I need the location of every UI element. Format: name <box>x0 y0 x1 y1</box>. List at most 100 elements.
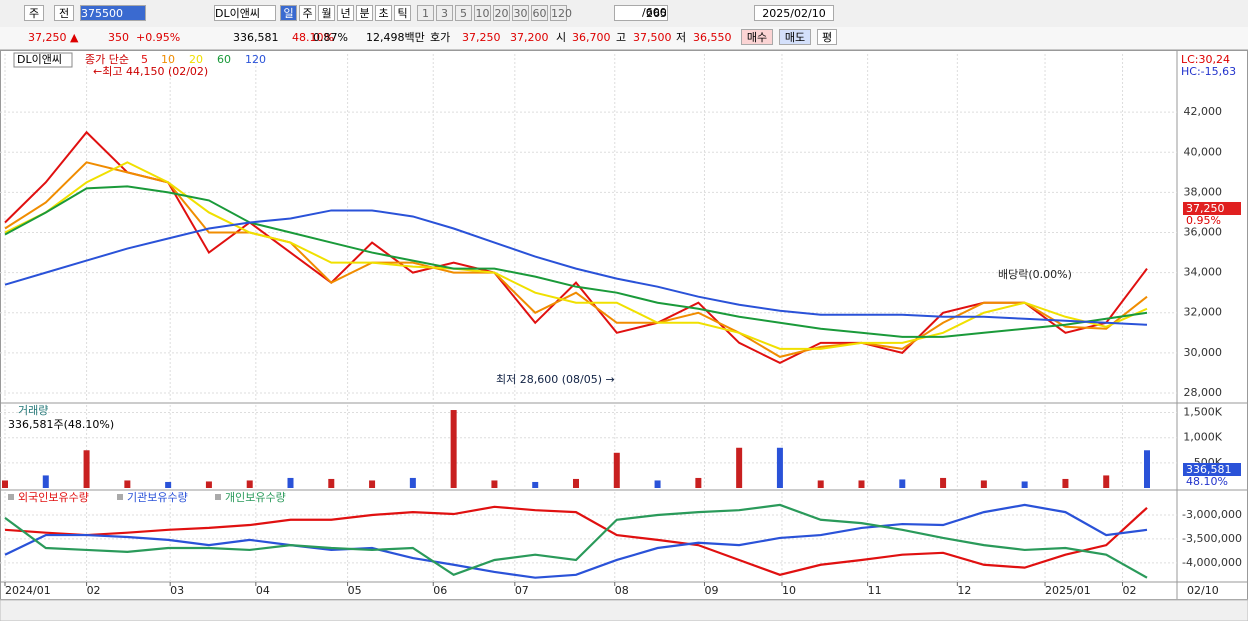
toolbar-button[interactable]: 1 <box>417 5 434 21</box>
info-bar: 37,250 ▲ 350 +0.95% 336,581 48.10% 0.87%… <box>0 27 1248 50</box>
y-tick-label: 38,000 <box>1184 185 1223 198</box>
panel-title: 거래량 <box>18 404 48 417</box>
toolbar-button[interactable]: 분 <box>356 5 373 21</box>
change-pct: +0.95% <box>136 31 181 44</box>
y-tick-label: 32,000 <box>1184 306 1223 319</box>
volume-bar <box>246 480 253 488</box>
ask: 37,250 <box>462 31 501 44</box>
last-date: 02/10 <box>1187 584 1219 597</box>
volume-bar <box>1062 478 1069 488</box>
date-input[interactable]: 2025/02/10 <box>754 5 834 21</box>
volume-last: 336,581 <box>1186 463 1232 476</box>
volume-bar <box>736 447 743 488</box>
y-tick-label: 28,000 <box>1184 386 1223 399</box>
quote-label: 호가 <box>430 31 451 44</box>
volume-bar <box>2 480 8 488</box>
series-line <box>4 503 1148 579</box>
toolbar-button[interactable]: 일 <box>280 5 297 21</box>
price-badge <box>1183 202 1241 215</box>
y-tick-label: 42,000 <box>1184 105 1223 118</box>
legend-title: 종가 단순 <box>85 53 129 66</box>
volume-bar <box>83 450 90 488</box>
volume-bar <box>654 480 661 488</box>
x-tick-label: 2024/01 <box>5 584 51 597</box>
x-tick-label: 02 <box>87 584 101 597</box>
legend-swatch <box>117 494 123 500</box>
toolbar-button[interactable]: 5 <box>455 5 472 21</box>
annotation: ←최고 44,150 (02/02) <box>93 65 208 78</box>
legend-entry: 10 <box>161 53 175 66</box>
legend-entry: 120 <box>245 53 266 66</box>
avg-button[interactable]: 평 <box>817 29 837 45</box>
toolbar-button[interactable]: 년 <box>337 5 354 21</box>
legend-swatch <box>215 494 221 500</box>
annotation: 배당락(0.00%) <box>998 268 1072 281</box>
x-tick-label: 05 <box>348 584 362 597</box>
legend-entry: 기관보유수량 <box>127 491 188 504</box>
volume-bar <box>940 477 947 488</box>
sell-button[interactable]: 매도 <box>779 29 811 45</box>
high: 37,500 <box>633 31 672 44</box>
scrollbar[interactable] <box>0 599 1248 621</box>
volume-bar <box>532 481 539 488</box>
toolbar-button[interactable]: 10 <box>474 5 491 21</box>
toolbar-button[interactable]: 월 <box>318 5 335 21</box>
prev-button[interactable]: 전 <box>54 5 74 21</box>
series-line <box>4 209 1148 326</box>
chart-area: 28,000 30,000 32,000 34,000 36,000 38,000 40,0… <box>0 50 1248 621</box>
y-tick-label: -3,000,000 <box>1182 508 1242 521</box>
panel-subtitle: 336,581주(48.10%) <box>8 418 114 431</box>
volume-bar <box>858 480 865 488</box>
toolbar-button[interactable]: 틱 <box>394 5 411 21</box>
toolbar-button[interactable]: 3 <box>436 5 453 21</box>
legend-entry: 외국인보유수량 <box>18 491 89 504</box>
volume-bar <box>1021 481 1028 488</box>
x-tick-label: 11 <box>868 584 882 597</box>
toolbar-button[interactable]: 주 <box>299 5 316 21</box>
toolbar-button[interactable]: 120 <box>550 5 572 21</box>
volume-bar <box>287 477 294 488</box>
period-mode[interactable]: 주 <box>24 5 44 21</box>
volume-bar <box>42 475 49 488</box>
series-line <box>4 161 1148 350</box>
x-tick-label: 2025/01 <box>1045 584 1091 597</box>
volume-bar <box>695 477 702 488</box>
y-tick-label: 40,000 <box>1184 145 1223 158</box>
y-tick-label: 34,000 <box>1184 266 1223 279</box>
volume-bar <box>980 480 987 488</box>
stock-name[interactable]: DL이앤씨 <box>214 5 276 21</box>
series-line <box>4 185 1148 338</box>
stock-label-box <box>13 52 73 68</box>
series-line <box>4 503 1148 579</box>
turnover: 0.87% <box>313 31 348 44</box>
lc-label: LC:30,24 <box>1181 53 1230 66</box>
y-tick-label: 30,000 <box>1184 346 1223 359</box>
toolbar-button[interactable]: 초 <box>375 5 392 21</box>
y-tick-label: 1,500K <box>1183 406 1222 419</box>
low-label: 저 <box>676 31 687 44</box>
volume-bar <box>450 410 457 488</box>
volume-bar <box>369 480 376 488</box>
volume-bar <box>613 452 620 488</box>
buy-button[interactable]: 매수 <box>741 29 773 45</box>
x-tick-label: 03 <box>170 584 184 597</box>
stock-label: DL이앤씨 <box>17 53 62 66</box>
volume-bar <box>1103 475 1110 488</box>
bid: 37,200 <box>510 31 549 44</box>
open: 36,700 <box>572 31 611 44</box>
legend-entry: 5 <box>141 53 148 66</box>
toolbar-button[interactable]: 30 <box>512 5 529 21</box>
x-tick-label: 07 <box>515 584 529 597</box>
code-input[interactable]: 375500 <box>80 5 146 21</box>
legend-entry: 개인보유수량 <box>225 491 286 504</box>
volume-bar <box>573 478 579 488</box>
toolbar-button[interactable]: 60 <box>531 5 548 21</box>
x-tick-label: 09 <box>704 584 718 597</box>
legend-swatch <box>8 494 14 500</box>
count-input[interactable]: 265 <box>614 5 668 21</box>
toolbar-button[interactable]: 20 <box>493 5 510 21</box>
volume-bar <box>1144 450 1150 488</box>
x-tick-label: 10 <box>782 584 796 597</box>
series-line <box>4 505 1148 576</box>
volume-bar <box>817 480 824 488</box>
